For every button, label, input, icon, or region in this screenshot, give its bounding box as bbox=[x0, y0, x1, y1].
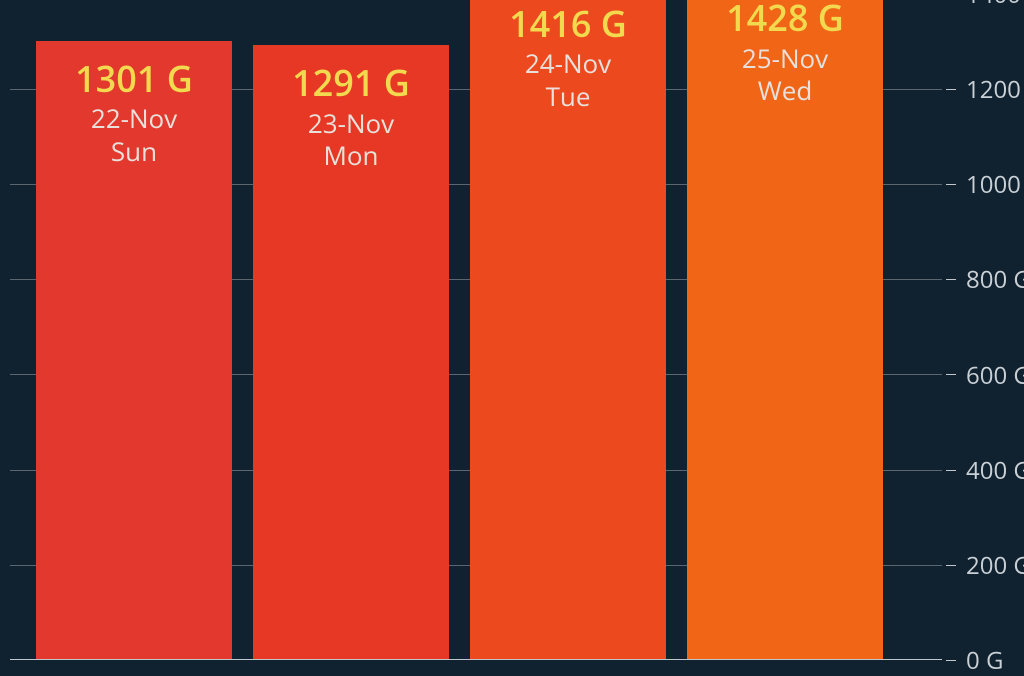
bar: 1291 G 23-NovMon bbox=[253, 45, 449, 660]
y-tick-label: 200 G bbox=[966, 549, 1024, 582]
y-tick-label: 400 G bbox=[966, 454, 1024, 487]
bar: 1416 G24-NovTue bbox=[470, 0, 666, 660]
bar-label: 1301 G22-NovSun bbox=[36, 59, 232, 168]
bar: 1428 G 25-NovWed bbox=[687, 0, 883, 660]
bar-dow-label: Sun bbox=[36, 135, 232, 168]
y-tick-mark bbox=[946, 374, 956, 375]
y-tick-label: 1200 G bbox=[966, 73, 1024, 106]
y-tick-label: 0 G bbox=[966, 644, 1003, 676]
y-tick-mark bbox=[946, 89, 956, 90]
x-axis-baseline bbox=[10, 659, 942, 660]
bar: 1301 G22-NovSun bbox=[36, 41, 232, 660]
bar-label: 1428 G 25-NovWed bbox=[687, 0, 883, 107]
y-tick-mark bbox=[946, 279, 956, 280]
bar-dow-label: Tue bbox=[470, 80, 666, 113]
y-tick-mark bbox=[946, 184, 956, 185]
bar-label: 1291 G 23-NovMon bbox=[253, 63, 449, 172]
bar-date-label: 25-Nov bbox=[687, 42, 883, 75]
bar-chart: 1301 G22-NovSun 1291 G 23-NovMon 1416 G24-N… bbox=[0, 0, 1024, 676]
bar-value-label: 1291 G bbox=[253, 63, 449, 103]
bar-dow-label: Mon bbox=[253, 139, 449, 172]
bar-date-label: 24-Nov bbox=[470, 47, 666, 80]
bar-label: 1416 G24-NovTue bbox=[470, 4, 666, 113]
y-tick-mark bbox=[946, 565, 956, 566]
y-tick-label: 600 G bbox=[966, 359, 1024, 392]
bar-date-label: 23-Nov bbox=[253, 107, 449, 140]
bar-value-label: 1428 G bbox=[687, 0, 883, 38]
y-tick-mark bbox=[946, 660, 956, 661]
y-tick-mark bbox=[946, 470, 956, 471]
bar-dow-label: Wed bbox=[687, 74, 883, 107]
bar-value-label: 1301 G bbox=[36, 59, 232, 99]
bars-container: 1301 G22-NovSun 1291 G 23-NovMon 1416 G24-N… bbox=[10, 0, 942, 660]
y-tick-label: 1000 G bbox=[966, 168, 1024, 201]
y-tick-label: 800 G bbox=[966, 263, 1024, 296]
plot-area: 1301 G22-NovSun 1291 G 23-NovMon 1416 G24-N… bbox=[10, 0, 942, 660]
y-tick-label: 1400 G bbox=[966, 0, 1024, 11]
bar-date-label: 22-Nov bbox=[36, 102, 232, 135]
bar-value-label: 1416 G bbox=[470, 4, 666, 44]
